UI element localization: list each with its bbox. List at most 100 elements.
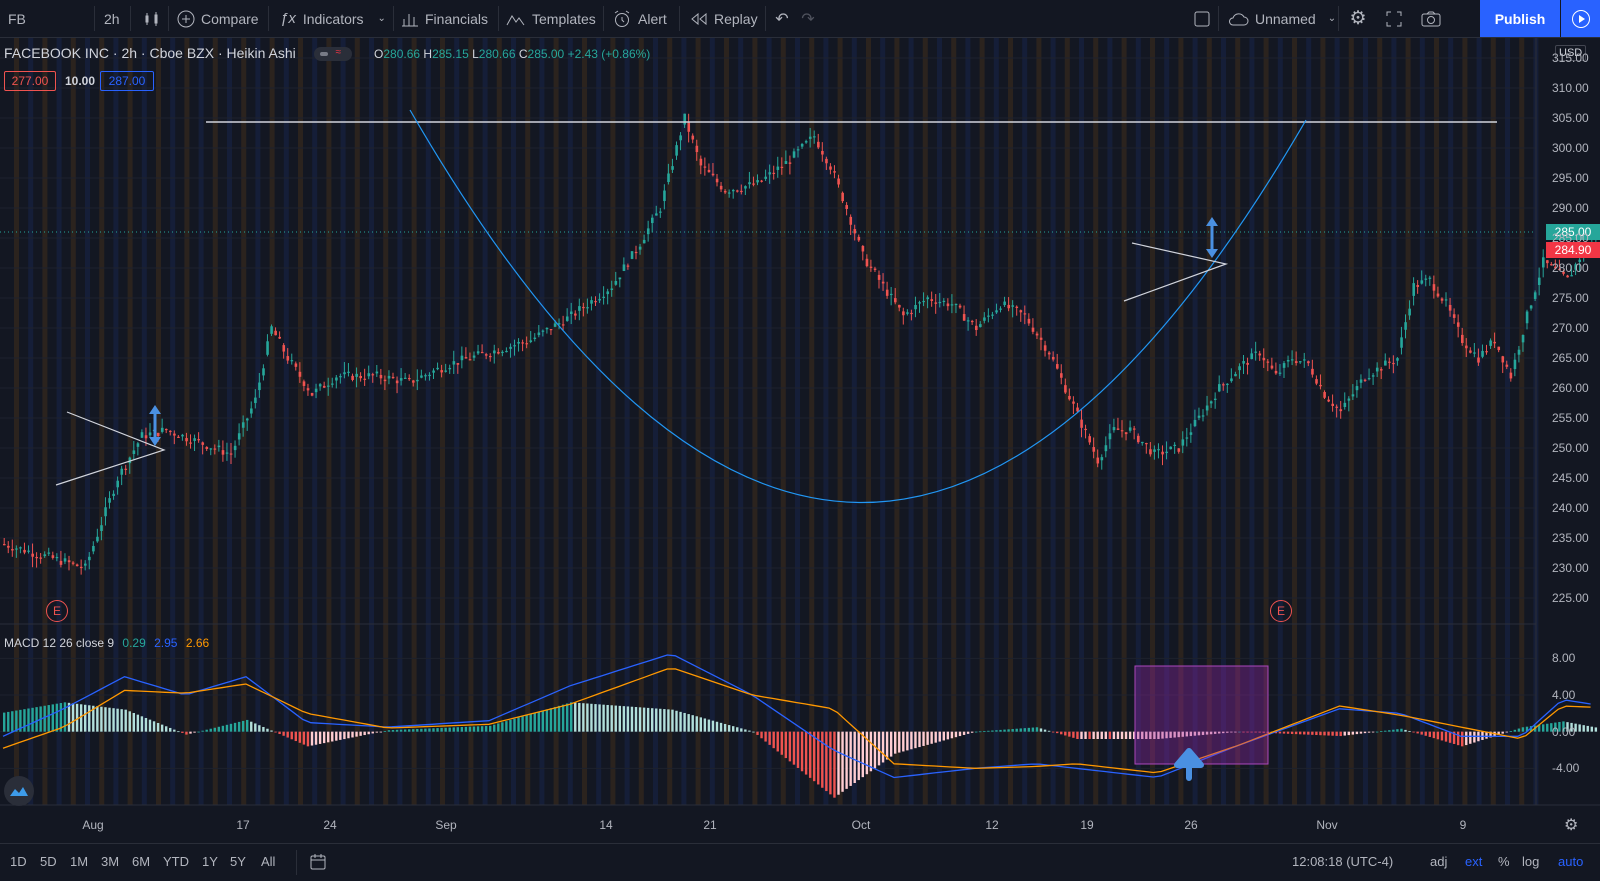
chart-type-button[interactable] (140, 0, 164, 37)
candle-body (1566, 275, 1569, 278)
candle-body (468, 359, 472, 361)
macd-histogram-bar (1307, 731, 1310, 735)
goto-date-button[interactable] (309, 853, 327, 874)
macd-histogram-bar (825, 731, 828, 792)
macd-histogram-bar (363, 731, 366, 736)
session-band (1178, 38, 1184, 805)
macd-histogram-bar (622, 706, 626, 732)
macd-histogram-bar (197, 731, 200, 733)
range-button-1y[interactable]: 1Y (202, 854, 218, 869)
candle-body (1222, 384, 1225, 386)
range-button-1d[interactable]: 1D (10, 854, 27, 869)
adj-toggle[interactable]: adj (1430, 854, 1447, 869)
compare-button[interactable]: Compare (176, 0, 259, 37)
macd-histogram-bar (598, 704, 601, 732)
range-button-6m[interactable]: 6M (132, 854, 151, 869)
candle-body (829, 166, 832, 170)
indicators-button[interactable]: ƒx Indicators ⌄ (280, 0, 386, 37)
session-band (1263, 38, 1269, 805)
candle-body (314, 388, 318, 393)
alert-button[interactable]: Alert (612, 0, 667, 37)
axis-settings-button[interactable]: ⚙ (1564, 815, 1578, 835)
play-button[interactable] (1561, 0, 1600, 37)
auto-toggle[interactable]: auto (1558, 854, 1583, 869)
macd-histogram-bar (902, 731, 905, 752)
earnings-badge[interactable]: E (1270, 600, 1292, 622)
templates-button[interactable]: Templates (506, 0, 596, 37)
candle-body (1011, 305, 1015, 307)
redo-button[interactable]: ↷ (798, 0, 818, 37)
visibility-toggle[interactable]: ≈ (313, 47, 352, 62)
gear-icon: ⚙ (1349, 8, 1367, 29)
layout-button[interactable] (1191, 0, 1213, 37)
macd-histogram-bar (651, 708, 654, 732)
candle-body (489, 355, 492, 358)
macd-histogram-bar (565, 703, 569, 732)
financials-button[interactable]: Financials (401, 0, 488, 37)
candle-body (1554, 266, 1557, 269)
macd-histogram-bar (517, 717, 520, 732)
tradingview-logo[interactable] (4, 776, 34, 806)
candle-body (1529, 305, 1533, 309)
macd-histogram-bar (1043, 729, 1047, 732)
macd-histogram-bar (930, 731, 933, 744)
clock[interactable]: 12:08:18 (UTC-4) (1292, 854, 1393, 869)
macd-signal-value: 2.66 (185, 636, 210, 650)
candle-body (598, 298, 601, 301)
candle-body (1367, 378, 1371, 380)
symbol-search[interactable]: FB (8, 0, 92, 37)
candle-body (808, 136, 812, 139)
candle-body (1525, 311, 1529, 324)
range-button-5y[interactable]: 5Y (230, 854, 246, 869)
macd-histogram-bar (946, 731, 950, 740)
currency-button[interactable]: USD (1555, 45, 1587, 61)
macd-histogram-bar (1550, 723, 1553, 732)
candle-body (796, 149, 800, 151)
rewind-icon (691, 12, 707, 25)
candle-body (736, 190, 739, 192)
session-band (780, 38, 786, 805)
session-band (880, 38, 886, 805)
range-button-1m[interactable]: 1M (70, 854, 89, 869)
publish-button[interactable]: Publish (1480, 0, 1560, 37)
settings-button[interactable]: ⚙ (1346, 0, 1370, 37)
macd-histogram-bar (1497, 731, 1500, 735)
log-toggle[interactable]: log (1522, 854, 1539, 869)
plus-circle-icon (177, 10, 195, 27)
range-button-all[interactable]: All (261, 854, 276, 869)
candle-body (517, 341, 520, 344)
candle-body (1051, 356, 1055, 360)
fullscreen-button[interactable] (1382, 0, 1406, 37)
macd-histogram-bar (582, 703, 585, 732)
percent-toggle[interactable]: % (1498, 854, 1510, 869)
candle-body (464, 357, 468, 359)
macd-histogram-bar (1120, 731, 1124, 739)
candle-body (1501, 356, 1505, 363)
candle-body (197, 439, 200, 441)
buy-price-button[interactable]: 287.00 (100, 71, 154, 91)
candle-body (768, 172, 772, 175)
time-tick-label: Aug (82, 818, 104, 832)
replay-button[interactable]: Replay (690, 0, 758, 37)
candle-body (837, 178, 840, 185)
macd-histogram-bar (335, 731, 338, 741)
macd-histogram-bar (160, 724, 164, 732)
macd-histogram-bar (501, 722, 504, 732)
screenshot-button[interactable] (1418, 0, 1444, 37)
macd-histogram-bar (1501, 731, 1504, 734)
earnings-badge[interactable]: E (46, 600, 68, 622)
range-button-5d[interactable]: 5D (40, 854, 57, 869)
macd-histogram-bar (1432, 731, 1436, 739)
price-chart[interactable] (0, 0, 1600, 843)
range-button-3m[interactable]: 3M (101, 854, 120, 869)
macd-histogram-bar (715, 721, 719, 732)
layout-name-button[interactable]: Unnamed ⌄ (1227, 0, 1336, 37)
undo-button[interactable]: ↶ (772, 0, 792, 37)
sell-price-button[interactable]: 277.00 (4, 71, 56, 91)
ext-toggle[interactable]: ext (1465, 854, 1482, 869)
range-button-ytd[interactable]: YTD (163, 854, 189, 869)
candle-body (918, 302, 921, 304)
candle-body (1096, 457, 1100, 464)
interval-button[interactable]: 2h (104, 0, 120, 37)
auto-label: auto (1558, 854, 1584, 869)
